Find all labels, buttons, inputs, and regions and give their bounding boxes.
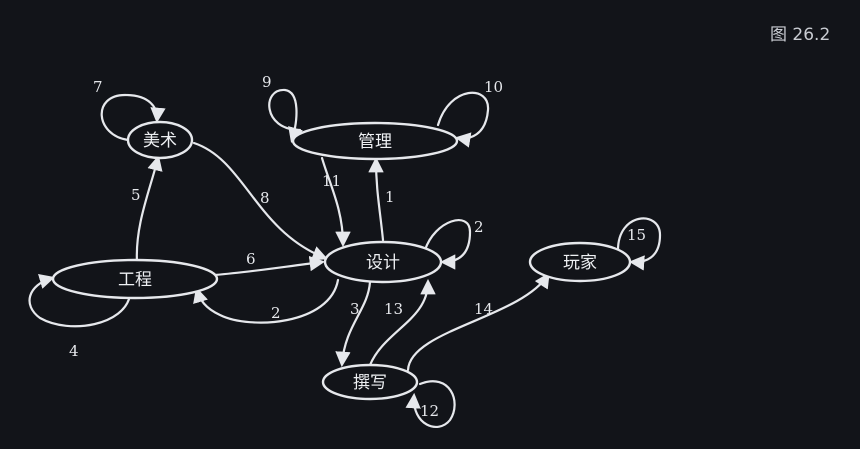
node-art-label: 美术 bbox=[143, 131, 177, 151]
edge-2-design-self bbox=[423, 219, 472, 270]
edge-8-art-design bbox=[192, 141, 328, 261]
edge-11-management-design bbox=[320, 156, 351, 248]
edge-label-8: 8 bbox=[260, 189, 270, 207]
node-engineering bbox=[51, 258, 219, 300]
edge-label-3: 3 bbox=[350, 300, 360, 318]
edge-label-11: 11 bbox=[322, 172, 341, 190]
edge-14-writing-players bbox=[406, 272, 550, 372]
edge-label-15: 15 bbox=[627, 226, 646, 244]
node-players bbox=[528, 241, 632, 283]
edge-4-engineering-self bbox=[28, 274, 132, 328]
edge-10-management-self bbox=[436, 91, 490, 148]
edge-7-art-self bbox=[100, 93, 166, 142]
edge-label-13: 13 bbox=[384, 300, 403, 318]
node-engineering-label: 工程 bbox=[118, 270, 152, 290]
edge-label-14: 14 bbox=[474, 300, 493, 318]
node-management bbox=[291, 121, 459, 161]
figure-label: 图 26.2 bbox=[770, 25, 830, 45]
edge-3-design-writing bbox=[335, 280, 372, 368]
edge-label-9: 9 bbox=[262, 73, 272, 91]
edge-label-1: 1 bbox=[385, 188, 395, 206]
edge-6-engineering-design bbox=[213, 255, 326, 277]
node-players-label: 玩家 bbox=[563, 253, 597, 273]
node-design bbox=[323, 240, 443, 284]
edge-2-design-engineering bbox=[193, 278, 340, 324]
node-art bbox=[126, 120, 194, 160]
edge-label-7: 7 bbox=[93, 78, 103, 96]
edge-13-writing-design bbox=[368, 278, 436, 367]
edge-label-4: 4 bbox=[69, 342, 79, 360]
edge-1-design-management bbox=[368, 156, 385, 242]
edge-5-engineering-art bbox=[135, 155, 163, 264]
edge-12-writing-self bbox=[405, 380, 456, 428]
edge-label-6: 6 bbox=[246, 250, 256, 268]
node-writing bbox=[321, 363, 419, 401]
edge-9-management-self bbox=[268, 88, 303, 143]
node-design-label: 设计 bbox=[366, 253, 400, 273]
node-writing-label: 撰写 bbox=[353, 373, 387, 393]
edge-label-12: 12 bbox=[420, 402, 439, 420]
edge-label-5: 5 bbox=[131, 186, 141, 204]
node-management-label: 管理 bbox=[358, 132, 392, 152]
edge-label-2-design-self: 2 bbox=[474, 218, 484, 236]
edge-label-10: 10 bbox=[484, 78, 503, 96]
edge-15-players-self bbox=[616, 217, 662, 271]
edge-label-2-design-engineering: 2 bbox=[271, 304, 281, 322]
